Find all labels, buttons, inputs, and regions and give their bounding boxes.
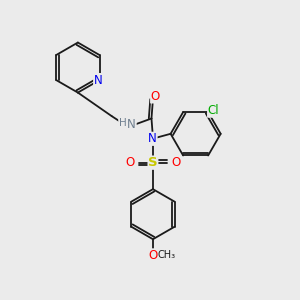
Text: Cl: Cl: [208, 104, 219, 117]
Text: N: N: [148, 132, 157, 145]
Text: O: O: [125, 156, 135, 169]
Text: N: N: [128, 118, 136, 131]
Text: O: O: [171, 156, 181, 169]
Text: H: H: [119, 118, 127, 128]
Text: O: O: [148, 249, 158, 262]
Text: S: S: [148, 156, 158, 169]
Text: CH₃: CH₃: [157, 250, 175, 260]
Text: N: N: [94, 74, 102, 87]
Text: O: O: [151, 90, 160, 103]
